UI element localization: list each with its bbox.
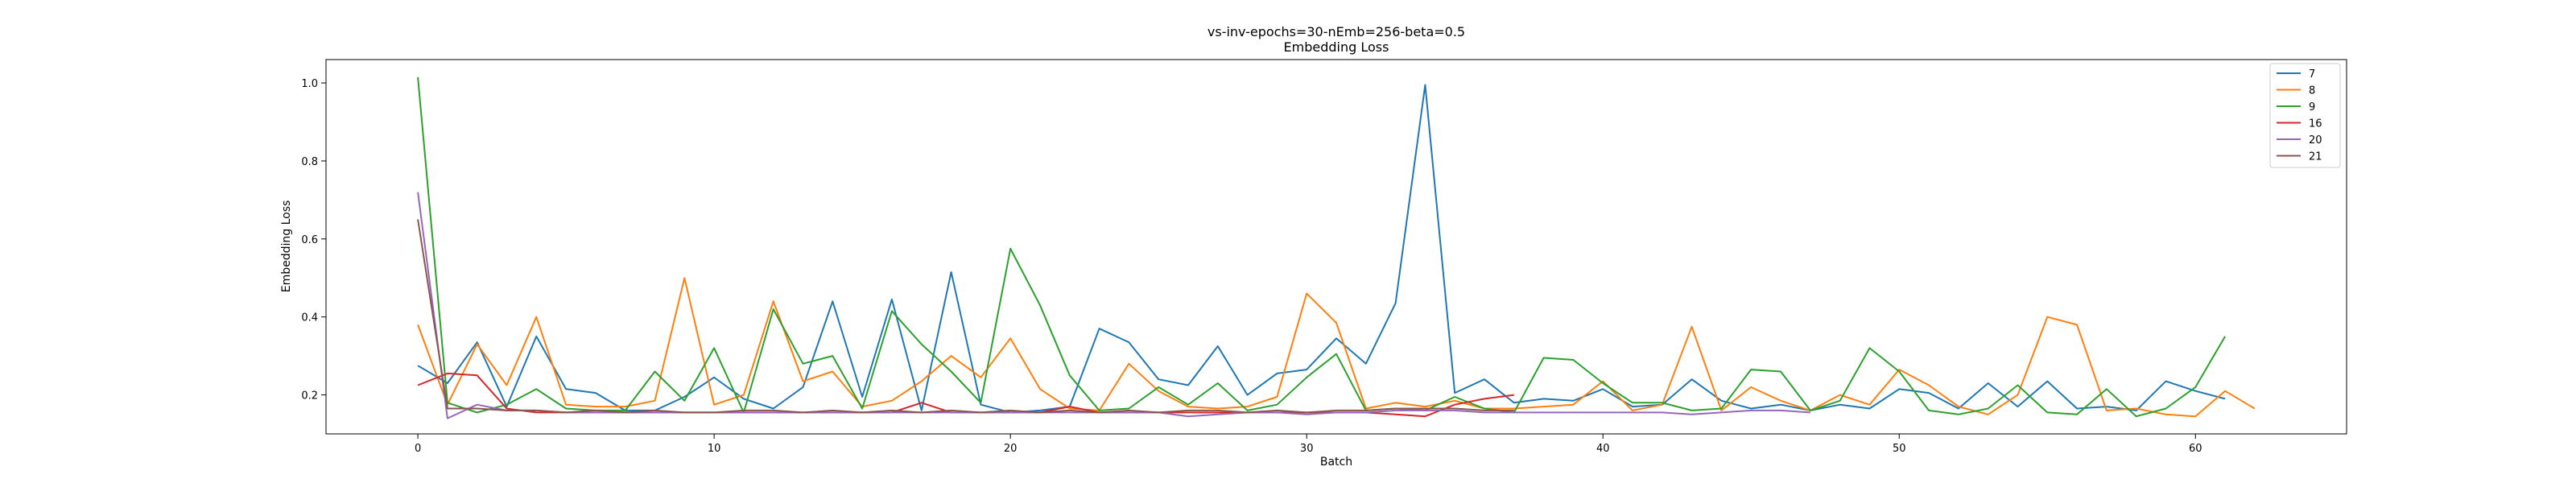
legend-label-9: 9 <box>2309 101 2315 114</box>
legend: 7 8 9 16 20 21 <box>2269 63 2341 168</box>
chart-title: vs-inv-epochs=30-nEmb=256-beta=0.5 <box>1208 24 1465 39</box>
x-tick-label: 20 <box>1004 443 1018 455</box>
axis-ticks: 0 10 20 30 40 50 60 0.2 0.4 0.6 0.8 1.0 <box>301 78 2202 455</box>
legend-box <box>2269 63 2341 168</box>
legend-label-8: 8 <box>2309 85 2315 97</box>
y-axis-label: Embedding Loss <box>280 200 293 293</box>
y-tick-label: 0.8 <box>301 156 318 168</box>
x-tick-label: 0 <box>415 443 421 455</box>
y-tick-label: 0.6 <box>301 234 318 246</box>
y-tick-label: 0.4 <box>301 312 318 324</box>
plot-area-frame <box>325 59 2347 435</box>
chart-subtitle: Embedding Loss <box>1284 39 1389 55</box>
series-line-21 <box>417 219 1514 414</box>
series-line-8 <box>417 277 2256 418</box>
series-line-20 <box>417 192 1810 419</box>
legend-label-21: 21 <box>2309 151 2322 163</box>
y-tick-label: 1.0 <box>301 78 318 90</box>
x-axis-label: Batch <box>1320 456 1352 469</box>
x-tick-label: 10 <box>708 443 721 455</box>
y-tick-label: 0.2 <box>301 390 318 402</box>
legend-label-20: 20 <box>2309 134 2322 147</box>
legend-label-16: 16 <box>2309 118 2322 130</box>
x-tick-label: 30 <box>1300 443 1314 455</box>
x-tick-label: 50 <box>1893 443 1906 455</box>
series-line-9 <box>417 76 2226 418</box>
legend-label-7: 7 <box>2309 68 2315 80</box>
series-line-7 <box>417 84 2226 414</box>
x-tick-label: 60 <box>2189 443 2202 455</box>
series-lines <box>417 76 2256 419</box>
x-tick-label: 40 <box>1596 443 1610 455</box>
